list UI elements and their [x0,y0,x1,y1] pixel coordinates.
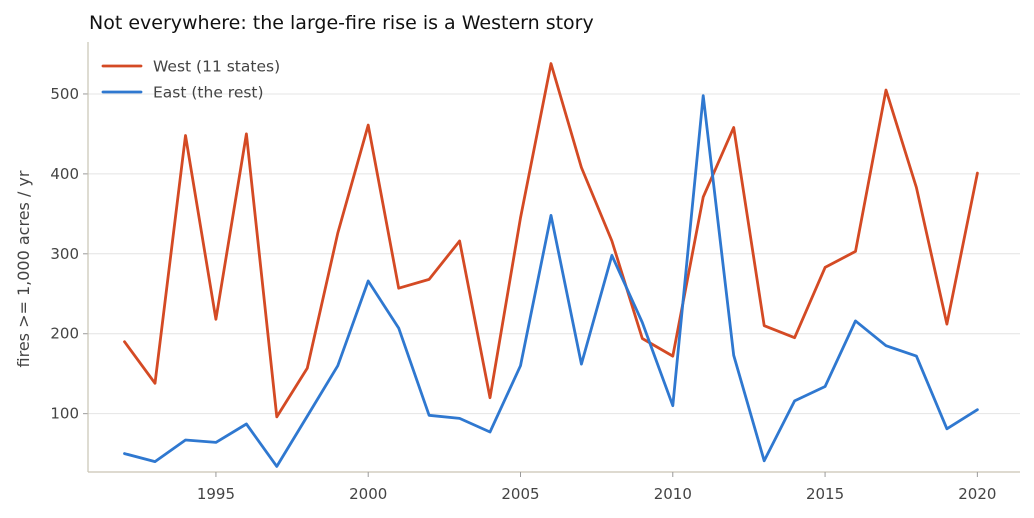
axes: 100 200 300 400 500 1995 2000 2005 2010 2015 2020 [50,42,1020,503]
y-tick-label: 100 [50,405,79,423]
y-tick-label: 500 [50,85,79,103]
x-tick-label: 2000 [349,485,387,503]
series-line-west [123,62,979,419]
series-lines [123,62,979,468]
x-tick-label: 2015 [806,485,844,503]
legend: West (11 states) East (the rest) [101,58,280,102]
x-tick-label: 2005 [501,485,539,503]
grid [88,93,1020,415]
chart-title: Not everywhere: the large-fire rise is a… [89,12,594,34]
y-tick-label: 400 [50,165,79,183]
x-tick-label: 2020 [958,485,996,503]
x-tick-label: 1995 [197,485,235,503]
y-tick-label: 200 [50,325,79,343]
y-axis-label: fires >= 1,000 acres / yr [14,170,33,367]
legend-label: West (11 states) [153,58,280,76]
x-tick-label: 2010 [654,485,692,503]
series-line-east [123,94,979,468]
y-tick-label: 300 [50,245,79,263]
legend-label: East (the rest) [153,84,264,102]
